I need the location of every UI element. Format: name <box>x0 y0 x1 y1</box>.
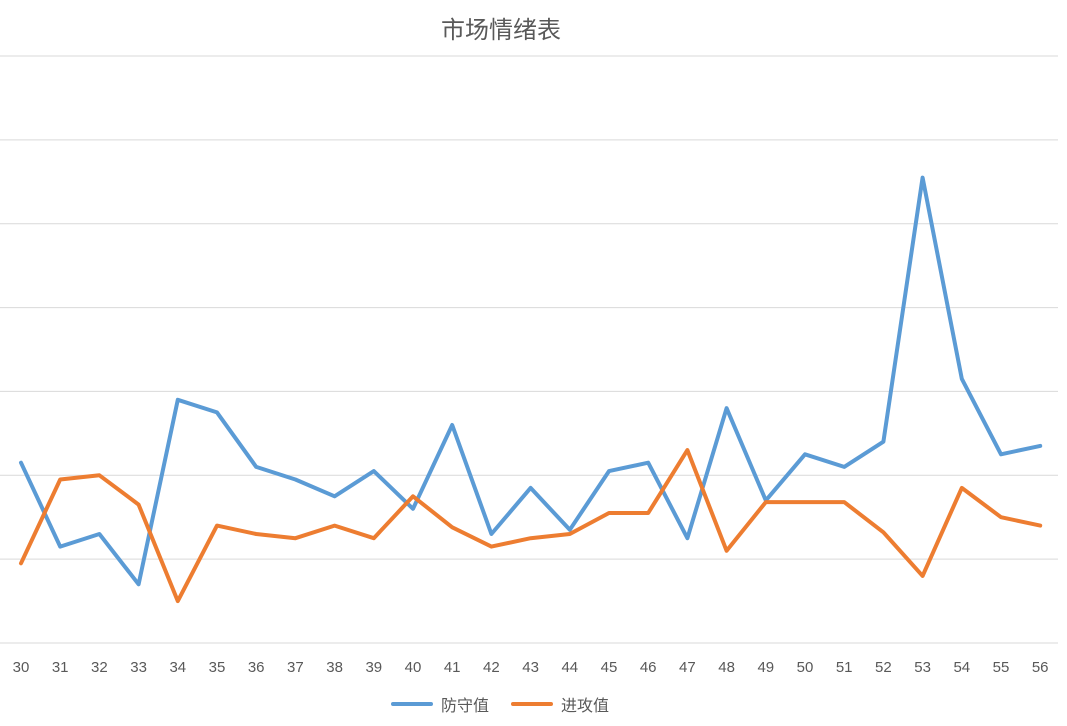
gridlines <box>0 55 1058 644</box>
x-tick-label: 46 <box>640 659 657 676</box>
x-tick-label: 45 <box>601 659 618 676</box>
series-line <box>19 448 1043 604</box>
x-tick-label: 56 <box>1032 659 1049 676</box>
series-lines <box>19 175 1043 604</box>
x-tick-label: 48 <box>718 659 735 676</box>
x-tick-label: 37 <box>287 659 304 676</box>
x-tick-label: 38 <box>326 659 343 676</box>
x-tick-label: 42 <box>483 659 500 676</box>
legend-label: 防守值 <box>440 696 489 715</box>
x-tick-label: 43 <box>522 659 539 676</box>
x-tick-label: 35 <box>209 659 226 676</box>
series-1 <box>19 175 1043 587</box>
x-tick-label: 53 <box>914 659 931 676</box>
x-tick-label: 34 <box>169 659 186 676</box>
series-2 <box>19 448 1043 604</box>
legend-label: 进攻值 <box>561 696 610 715</box>
x-tick-label: 47 <box>679 659 696 676</box>
x-tick-labels: 30 31 32 33 34 35 36 37 38 39 40 41 42 43 44 45 46 47 48 49… <box>13 659 1049 676</box>
chart-title: 市场情绪表 <box>441 16 561 44</box>
x-tick-label: 41 <box>444 659 461 676</box>
legend-item: 防守值 <box>390 692 489 716</box>
x-tick-label: 54 <box>953 659 970 676</box>
x-tick-label: 49 <box>757 659 774 676</box>
x-tick-label: 55 <box>993 659 1010 676</box>
x-tick-label: 36 <box>248 659 265 676</box>
x-tick-label: 52 <box>875 659 892 676</box>
series-line <box>19 175 1043 587</box>
x-tick-label: 31 <box>52 659 69 676</box>
legend-swatch <box>390 702 433 706</box>
x-tick-label: 51 <box>836 659 853 676</box>
legend-swatch <box>511 702 553 706</box>
x-tick-label: 30 <box>13 659 30 676</box>
x-tick-label: 39 <box>365 659 382 676</box>
x-tick-label: 40 <box>405 659 422 676</box>
x-tick-label: 44 <box>561 659 578 676</box>
x-tick-label: 32 <box>91 659 108 676</box>
x-tick-label: 50 <box>797 659 814 676</box>
x-tick-label: 33 <box>130 659 147 676</box>
chart-legend: 防守值 进攻值 <box>0 692 1000 716</box>
legend-item: 进攻值 <box>511 692 609 716</box>
